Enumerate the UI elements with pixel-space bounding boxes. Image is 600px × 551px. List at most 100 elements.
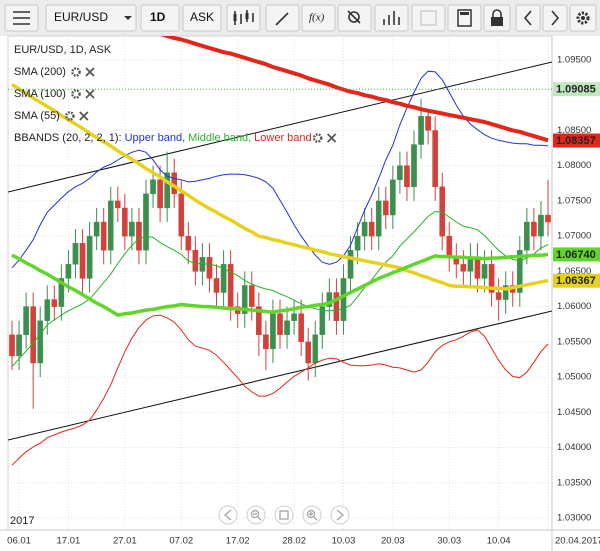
candle-body bbox=[425, 116, 431, 131]
candle-body bbox=[37, 320, 44, 364]
symbol-select[interactable]: EUR/USD bbox=[45, 4, 137, 32]
calendar-button[interactable] bbox=[411, 4, 446, 32]
menu-button[interactable] bbox=[4, 4, 39, 32]
period-select[interactable]: 1D bbox=[140, 4, 180, 32]
plot bbox=[8, 36, 552, 530]
y-tick-label: 1.05000 bbox=[557, 372, 591, 383]
y-tick-label: 1.06500 bbox=[557, 266, 591, 277]
candle-body bbox=[305, 341, 312, 364]
candle-body bbox=[333, 292, 340, 321]
candle-body bbox=[439, 186, 446, 237]
candle-body bbox=[241, 285, 248, 314]
legend-entry: SMA (100) bbox=[14, 88, 66, 100]
nav-reset[interactable] bbox=[274, 505, 294, 525]
candle-body bbox=[446, 235, 453, 258]
draw-button[interactable] bbox=[265, 4, 300, 32]
candle-body bbox=[432, 130, 438, 188]
fx-label: f(x) bbox=[309, 12, 325, 24]
last-value-box bbox=[553, 133, 600, 148]
candle-body bbox=[86, 235, 93, 279]
candle-body bbox=[30, 306, 36, 364]
candle-body bbox=[312, 334, 319, 364]
indicator-button[interactable]: f(x) bbox=[301, 4, 336, 32]
scroll-right-button[interactable] bbox=[542, 4, 568, 32]
candle-body bbox=[375, 200, 382, 237]
sma-line bbox=[11, 83, 549, 291]
candle-body bbox=[502, 285, 509, 300]
remove-icon[interactable] bbox=[79, 111, 89, 121]
candle-body bbox=[122, 207, 128, 237]
y-tick-label: 1.07500 bbox=[557, 195, 591, 206]
candle-body bbox=[23, 306, 29, 335]
candle-body bbox=[129, 221, 135, 237]
y-tick-label: 1.06000 bbox=[557, 301, 591, 312]
legend-entry: SMA (200) bbox=[14, 66, 66, 78]
candle-body bbox=[199, 257, 206, 272]
candle-body bbox=[9, 334, 15, 357]
remove-icon[interactable] bbox=[327, 133, 337, 143]
side-select[interactable]: ASK bbox=[182, 4, 222, 32]
legend-band: Upper band, bbox=[125, 132, 186, 144]
bband-line bbox=[11, 210, 549, 367]
candle-body bbox=[93, 221, 100, 237]
candle-body bbox=[474, 257, 481, 279]
legend-band: Middle band, bbox=[188, 132, 251, 144]
candle-body bbox=[418, 116, 424, 145]
candle-body bbox=[390, 179, 396, 216]
x-tick-label: 20.04.2017 bbox=[555, 536, 600, 547]
y-tick-label: 1.09500 bbox=[557, 54, 591, 65]
candle-body bbox=[16, 334, 22, 357]
settings-button[interactable] bbox=[569, 4, 597, 32]
candle-body bbox=[51, 299, 58, 307]
candle-body bbox=[538, 214, 544, 237]
candle-body bbox=[397, 165, 403, 180]
chart-type-button[interactable] bbox=[226, 4, 261, 32]
nav-zoom-out[interactable] bbox=[246, 505, 266, 525]
y-tick-label: 1.03500 bbox=[557, 477, 591, 488]
scroll-left-button[interactable] bbox=[515, 4, 541, 32]
candle-body bbox=[298, 313, 304, 343]
candle-body bbox=[178, 193, 185, 237]
last-value-label: 1.06367 bbox=[556, 275, 596, 287]
calculator-button[interactable] bbox=[447, 4, 482, 32]
candle-body bbox=[79, 242, 86, 279]
x-tick-label: 17.01 bbox=[57, 536, 81, 547]
x-tick-label: 27.01 bbox=[113, 536, 137, 547]
last-value-label: 1.08357 bbox=[556, 135, 596, 147]
candle-body bbox=[263, 334, 269, 350]
last-value-box bbox=[553, 273, 600, 288]
candle-body bbox=[227, 264, 234, 307]
nav-zoom-in[interactable] bbox=[302, 505, 322, 525]
candle-body bbox=[220, 264, 227, 293]
lock-button[interactable] bbox=[483, 4, 511, 32]
legend: EUR/USD, 1D, ASK SMA (200) SMA (100) SMA (… bbox=[14, 44, 337, 144]
candle-body bbox=[164, 172, 170, 209]
legend-bbands: BBANDS (20, 2, 2, 1): Upper band, Middle b… bbox=[14, 132, 312, 144]
legend-bbands-name: BBANDS (20, 2, 2, 1): bbox=[14, 132, 122, 144]
settings-icon[interactable] bbox=[312, 133, 323, 143]
candle-body bbox=[411, 144, 417, 188]
settings-icon[interactable] bbox=[71, 89, 81, 99]
candle-body bbox=[44, 299, 51, 321]
settings-icon[interactable] bbox=[65, 111, 75, 121]
year-label: 2017 bbox=[10, 515, 34, 527]
nav-prev[interactable] bbox=[218, 505, 238, 525]
sma-line bbox=[160, 36, 549, 143]
volume-button[interactable] bbox=[374, 4, 409, 32]
candle-body bbox=[107, 200, 114, 251]
remove-icon[interactable] bbox=[85, 67, 95, 77]
tools-button[interactable] bbox=[337, 4, 372, 32]
x-tick-label: 10.04 bbox=[487, 536, 511, 547]
candle-body bbox=[340, 278, 347, 321]
legend-band: Lower band bbox=[254, 132, 312, 144]
settings-icon[interactable] bbox=[71, 67, 81, 77]
axes: 1.09500 1.08500 1.08000 1.07500 1.07000 1.065… bbox=[7, 54, 600, 547]
remove-icon[interactable] bbox=[85, 89, 95, 99]
candle-body bbox=[460, 264, 467, 272]
candle-body bbox=[531, 221, 537, 237]
chart-title: EUR/USD, 1D, ASK bbox=[14, 44, 112, 56]
nav-next[interactable] bbox=[330, 505, 350, 525]
candle-body bbox=[114, 200, 121, 209]
candle-body bbox=[326, 292, 333, 307]
